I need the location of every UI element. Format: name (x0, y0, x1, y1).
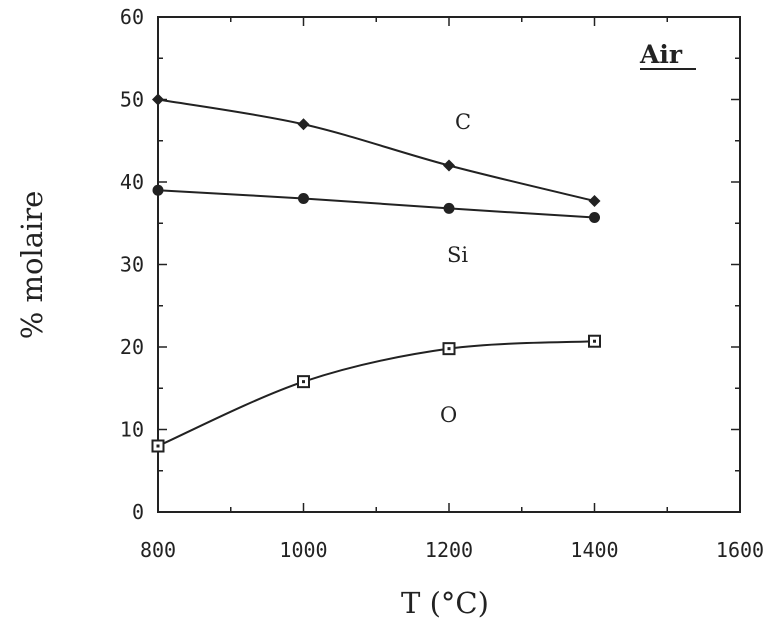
data-point-c (588, 194, 601, 207)
series-label-o: O (440, 403, 457, 427)
series-line-si (157, 189, 595, 219)
data-point-c (443, 159, 455, 172)
data-point-si (152, 184, 164, 196)
y-tick-label: 10 (120, 418, 144, 442)
data-point-o-center (156, 444, 160, 448)
x-tick-label: 1000 (279, 538, 327, 562)
data-point-o-center (302, 380, 305, 384)
y-axis-ticks: 0 10 20 30 40 50 60 (120, 5, 740, 524)
y-tick-label: 50 (120, 88, 144, 112)
series-c (152, 93, 601, 207)
series-o (151, 334, 601, 453)
series-label-c: C (455, 110, 471, 134)
y-tick-label: 20 (120, 335, 144, 359)
y-axis-title: % molaire (15, 191, 49, 340)
y-tick-label: 40 (120, 170, 144, 194)
series-layer (151, 93, 601, 453)
x-tick-label: 1400 (570, 538, 618, 562)
x-axis-title: T (°C) (401, 586, 489, 620)
data-point-o-center (593, 339, 596, 343)
x-tick-label: 800 (140, 538, 176, 562)
x-tick-label: 1200 (425, 538, 473, 562)
data-point-si (443, 202, 455, 214)
x-tick-label: 1600 (716, 538, 764, 562)
series-line-c (157, 98, 595, 202)
y-tick-label: 60 (120, 5, 144, 29)
y-tick-label: 30 (120, 253, 144, 277)
data-point-c (152, 93, 164, 106)
data-point-c (297, 118, 310, 131)
y-tick-label: 0 (132, 500, 144, 524)
series-si (152, 184, 600, 223)
series-line-o (157, 340, 595, 447)
data-point-si (589, 211, 600, 223)
series-label-si: Si (447, 243, 468, 267)
atmosphere-label: Air (639, 40, 683, 69)
data-point-si (298, 193, 309, 204)
data-point-o-center (447, 347, 451, 351)
x-axis-ticks: 800 1000 1200 1400 1600 (140, 17, 764, 562)
